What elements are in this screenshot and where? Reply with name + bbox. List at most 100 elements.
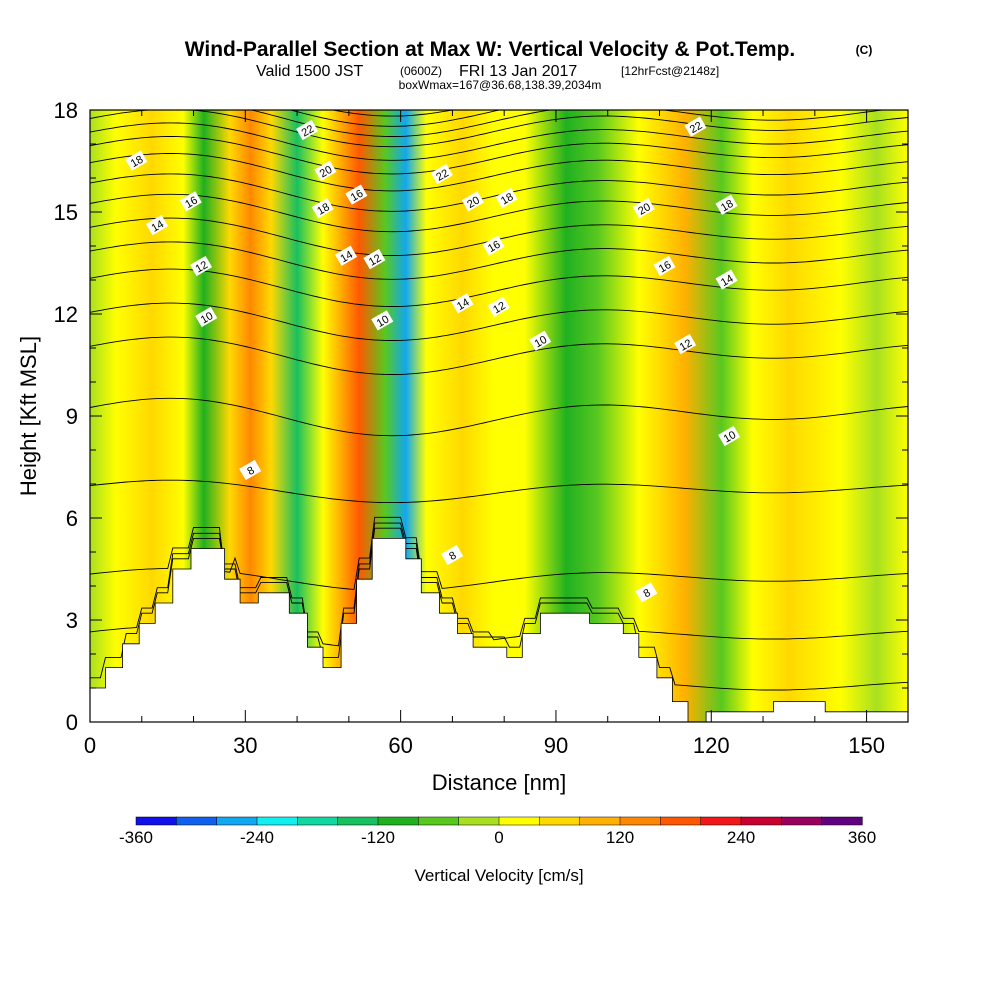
contour-label: 14 (715, 269, 738, 290)
contour-label: 16 (179, 191, 202, 212)
x-axis: 0 30 60 90 120 150 (84, 110, 885, 758)
valid-date: FRI 13 Jan 2017 (459, 63, 577, 80)
contour-label-text: 16 (349, 188, 366, 205)
y-tick-label: 9 (66, 404, 78, 429)
contour-label: 12 (674, 334, 697, 355)
contour-label-text: 14 (338, 249, 355, 266)
colorbar-swatch (821, 816, 863, 826)
contour-label: 12 (363, 249, 386, 270)
theta-contour-line (90, 479, 908, 504)
contour-label: 10 (371, 310, 394, 331)
contour-label: 8 (441, 544, 464, 566)
theta-contour-line (90, 527, 908, 691)
theta-contour-line (90, 122, 908, 161)
contour-label: 8 (239, 459, 262, 481)
contour-label: 18 (311, 198, 334, 219)
contour-label: 16 (482, 235, 505, 256)
box-info: boxWmax=167@36.68,138.39,2034m (399, 78, 602, 92)
contour-label: 22 (430, 164, 453, 185)
contour-label-text: 16 (183, 194, 200, 211)
contour-label-text: 12 (367, 252, 384, 269)
contour-label-text: 22 (434, 167, 451, 184)
colorbar-tick-label: 240 (727, 828, 755, 847)
contour-label-text: 20 (318, 164, 335, 181)
theta-contour-line (90, 336, 908, 375)
colorbar-swatch (256, 816, 298, 826)
colorbar-swatch (337, 816, 379, 826)
contour-label-text: 20 (636, 201, 653, 218)
x-tick-label: 30 (233, 733, 257, 758)
contour-label: 20 (461, 191, 484, 212)
contour-label: 16 (653, 255, 676, 277)
valid-prefix: Valid 1500 JST (256, 63, 364, 80)
forecast-info: [12hrFcst@2148z] (621, 64, 719, 78)
contour-label-text: 12 (491, 300, 508, 317)
contour-label-text: 10 (199, 310, 216, 327)
x-axis-label: Distance [nm] (432, 770, 567, 795)
contour-label-text: 20 (465, 194, 482, 211)
y-axis-label: Height [Kft MSL] (16, 336, 41, 496)
valid-utc: (0600Z) (400, 64, 442, 78)
theta-contour-line (90, 153, 908, 192)
colorbar-swatch (781, 816, 823, 826)
colorbar-tick-label: 120 (606, 828, 634, 847)
contour-label-text: 16 (486, 239, 503, 256)
contour-label-text: 22 (688, 120, 705, 137)
contour-label-text: 18 (719, 198, 736, 215)
contour-label-text: 10 (533, 334, 550, 351)
y-tick-label: 0 (66, 710, 78, 735)
contour-label-text: 10 (722, 429, 739, 446)
contour-label-text: 16 (657, 259, 674, 276)
plot-area: 18 16 14 12 10 8 22 20 18 16 14 12 10 22 20 18 16 14 12 10 8… (90, 110, 908, 722)
contour-label-text: 12 (193, 259, 210, 276)
x-tick-label: 0 (84, 733, 96, 758)
contour-label: 12 (487, 296, 510, 317)
colorbar-tick-label: 0 (494, 828, 503, 847)
contour-label: 18 (125, 150, 148, 171)
contour-label-text: 10 (375, 313, 392, 330)
contour-label: 22 (684, 116, 707, 137)
colorbar-swatch (176, 816, 218, 826)
contour-label: 18 (715, 194, 738, 215)
chart-title: Wind-Parallel Section at Max W: Vertical… (185, 38, 796, 61)
contour-label-text: 22 (300, 123, 317, 140)
contour-label-text: 18 (315, 201, 332, 218)
contour-label-text: 8 (641, 587, 652, 600)
potential-temperature-contours (90, 110, 908, 691)
contour-label-text: 18 (499, 191, 516, 208)
x-tick-label: 60 (388, 733, 412, 758)
colorbar-swatch (740, 816, 782, 826)
theta-contour-line (90, 110, 908, 148)
theta-contour-line (90, 397, 908, 437)
x-tick-label: 120 (693, 733, 730, 758)
colorbar-swatch (297, 816, 339, 826)
colorbar-tick-label: -240 (240, 828, 274, 847)
x-tick-label: 90 (544, 733, 568, 758)
contour-label: 20 (632, 198, 655, 219)
theta-contour-line (90, 516, 908, 590)
contour-label: 12 (190, 255, 213, 277)
colorbar-label: Vertical Velocity [cm/s] (414, 866, 583, 885)
contour-label: 20 (314, 160, 337, 181)
contour-label-text: 8 (245, 465, 256, 478)
colorbar-swatch (377, 816, 419, 826)
theta-contour-line (249, 110, 887, 137)
contour-label: 10 (529, 330, 552, 351)
contour-label: 14 (335, 245, 358, 266)
y-tick-label: 3 (66, 608, 78, 633)
colorbar-swatch (700, 816, 742, 826)
y-axis: 0 3 6 9 12 15 18 (54, 98, 908, 735)
colorbar (135, 816, 863, 826)
colorbar-swatch (418, 816, 460, 826)
contour-label-text: 14 (149, 218, 166, 235)
colorbar-swatch (216, 816, 258, 826)
contour-label-text: 8 (447, 550, 458, 563)
colorbar-swatch (135, 816, 177, 826)
contour-label: 14 (146, 215, 169, 236)
colorbar-tick-label: -360 (119, 828, 153, 847)
contour-label: 10 (195, 306, 218, 328)
theta-contour-line (90, 241, 908, 280)
y-tick-label: 18 (54, 98, 78, 123)
theta-contour-line (90, 302, 908, 341)
